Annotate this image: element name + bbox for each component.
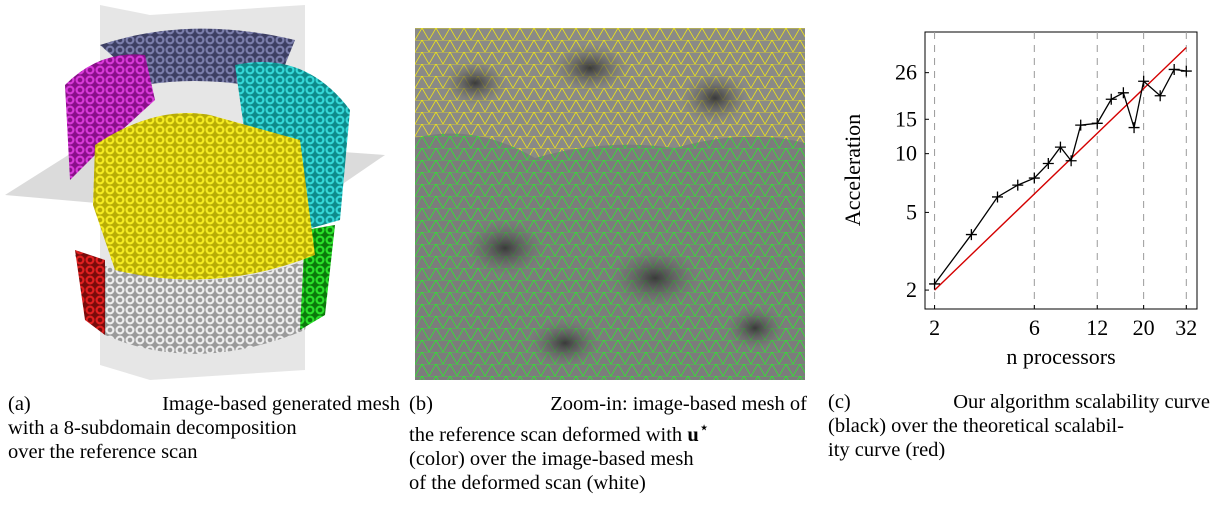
subdomain-mesh-figure	[5, 5, 385, 380]
measured-point-marker	[1168, 63, 1180, 75]
y-tick-label: 15	[895, 106, 917, 131]
y-axis-label: Acceleration	[840, 114, 865, 226]
gridlines	[934, 32, 1187, 309]
measured-point-marker	[1075, 119, 1087, 131]
measured-point-marker	[1054, 141, 1066, 153]
measured-point-marker	[1138, 75, 1150, 87]
x-tick-label: 2	[929, 315, 940, 340]
caption-a: (a) Image-based generated mesh with a 8-…	[8, 392, 400, 464]
y-tick-label: 26	[895, 60, 917, 85]
caption-b: (b) Zoom-in: image-based mesh of the ref…	[409, 392, 807, 495]
pore-shadows	[443, 44, 785, 367]
x-tick-label: 20	[1133, 315, 1155, 340]
caption-b-label: (b)	[409, 393, 433, 415]
y-tick-label: 5	[906, 199, 917, 224]
caption-c-text-1: Our algorithm scalability curve	[953, 391, 1210, 413]
caption-c-line-2: (black) over the theoretical scalabil-	[828, 415, 1124, 437]
caption-b-line-3: (color) over the image-based mesh	[409, 447, 694, 470]
caption-c: (c) Our algorithm scalability curve (bla…	[828, 390, 1210, 462]
caption-a-line-1: (a) Image-based generated mesh	[8, 392, 400, 416]
measured-point-marker	[1065, 155, 1077, 167]
zoomed-mesh-overlay-figure	[415, 28, 805, 380]
measured-point-marker	[1117, 87, 1129, 99]
mesh-magenta-subdomain	[65, 54, 155, 180]
measured-point-marker	[1028, 172, 1040, 184]
mesh-red-subdomain	[75, 250, 105, 335]
measured-point-marker	[1180, 65, 1192, 77]
measured-point-marker	[992, 191, 1004, 203]
mesh-white-subdomain	[75, 255, 320, 354]
displacement-symbol: u	[687, 423, 699, 446]
displacement-superscript: ⋆	[698, 418, 710, 437]
caption-a-line-2: with a 8-subdomain decomposition	[8, 417, 297, 439]
x-tick-label: 6	[1029, 315, 1040, 340]
measured-point-marker	[965, 229, 977, 241]
caption-a-text-1: Image-based generated mesh	[162, 393, 400, 415]
caption-c-label: (c)	[828, 391, 851, 413]
x-tick-label: 32	[1175, 315, 1197, 340]
caption-b-line-1: (b) Zoom-in: image-based mesh of	[409, 392, 807, 416]
caption-b-text-1: Zoom-in: image-based mesh of	[550, 393, 807, 415]
theoretical-scalability-line	[934, 46, 1187, 291]
caption-a-label: (a)	[8, 393, 31, 415]
series-layer	[929, 46, 1192, 291]
measured-point-marker	[929, 278, 941, 290]
measured-point-marker	[1012, 179, 1024, 191]
caption-b-text-2: the reference scan deformed with	[409, 423, 683, 446]
caption-c-line-1: (c) Our algorithm scalability curve	[828, 390, 1210, 414]
caption-c-line-3: ity curve (red)	[828, 439, 946, 461]
measured-point-marker	[1042, 158, 1054, 170]
caption-a-line-3: over the reference scan	[8, 441, 198, 463]
plot-frame	[924, 31, 1198, 310]
caption-b-line-2: the reference scan deformed with u⋆	[409, 416, 807, 447]
measured-point-marker	[1091, 117, 1103, 129]
measured-scalability-line	[934, 68, 1187, 285]
measured-point-marker	[1154, 90, 1166, 102]
x-axis-label: n processors	[1006, 344, 1115, 369]
caption-b-line-4: of the deformed scan (white)	[409, 471, 646, 494]
x-tick-label: 12	[1086, 315, 1108, 340]
y-tick-label: 10	[895, 141, 917, 166]
y-tick-label: 2	[906, 277, 917, 302]
measured-point-marker	[1128, 122, 1140, 134]
mesh-yellow-subdomain	[93, 113, 315, 280]
measured-point-marker	[1105, 93, 1117, 105]
mesh-green-region	[415, 133, 805, 380]
